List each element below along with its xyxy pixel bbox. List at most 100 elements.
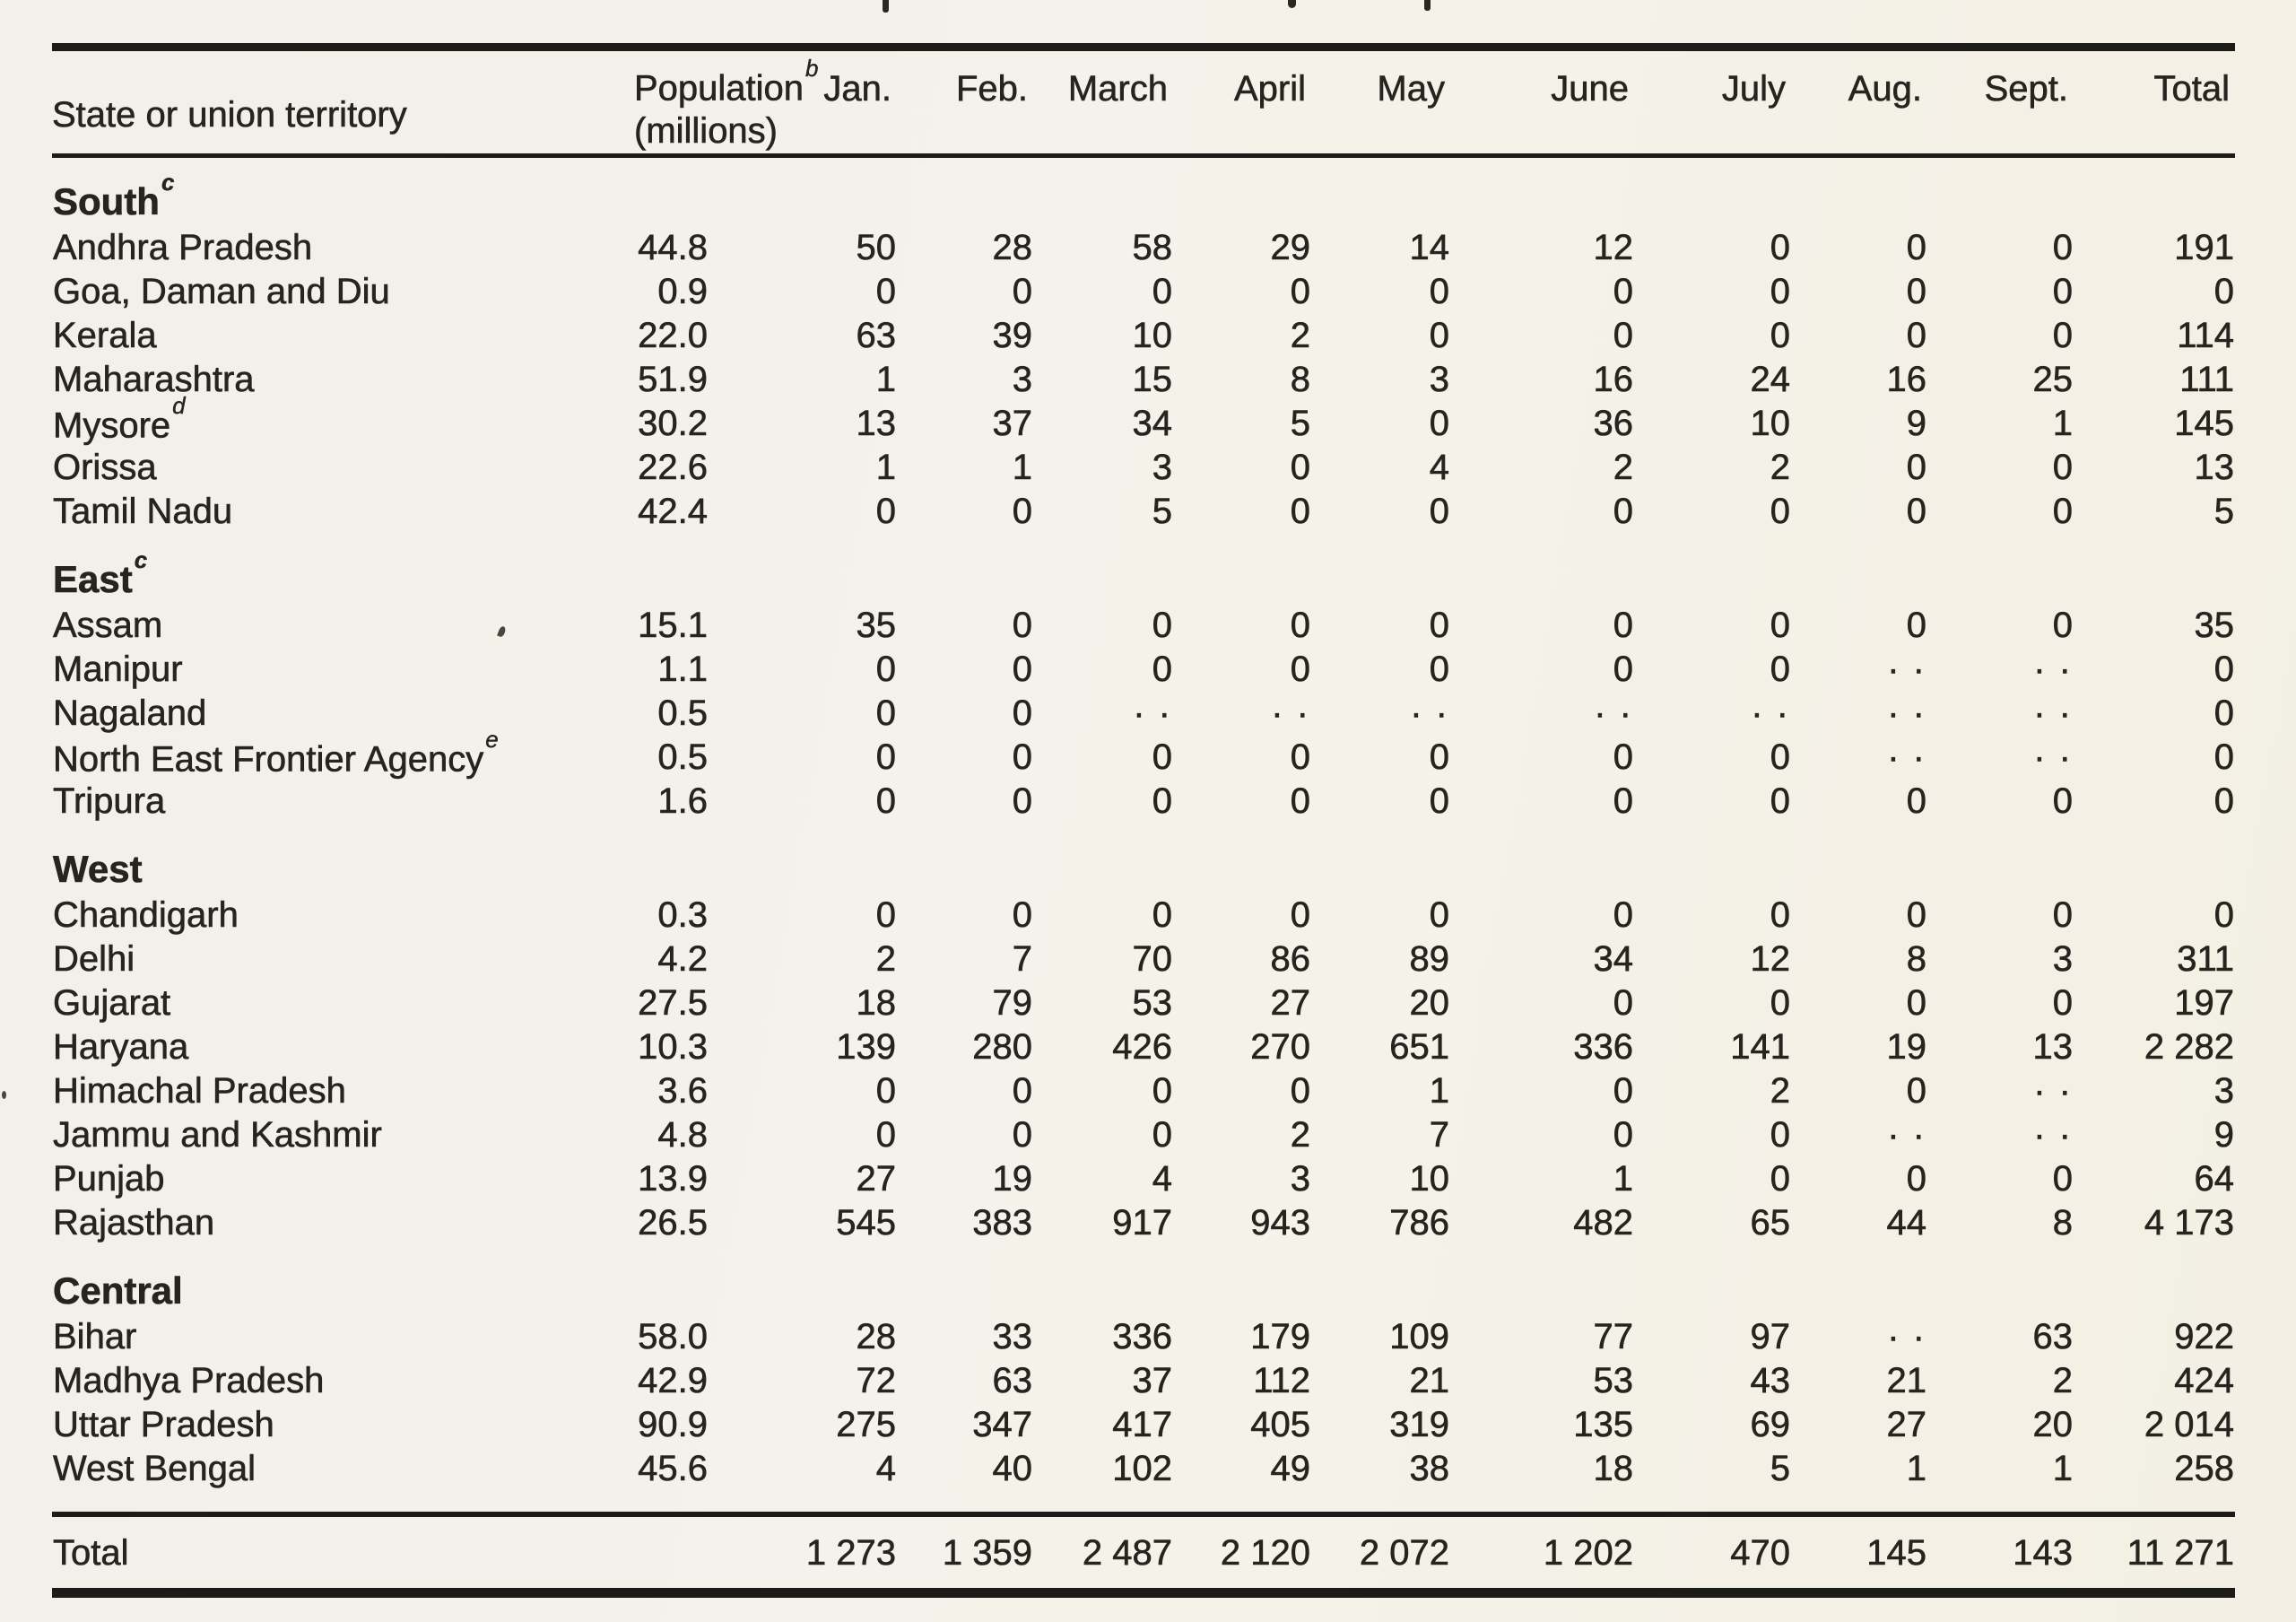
cell-value: 0 xyxy=(1012,895,1032,936)
table-row: Tripura 1.6 0 0 0 0 0 0 0 0 0 0 xyxy=(52,780,2235,824)
cell-value: 27 xyxy=(1886,1405,1926,1445)
state-name: Madhya Pradesh xyxy=(53,1361,325,1401)
cell-value: 0 xyxy=(1429,737,1449,778)
cell-value: 9 xyxy=(1906,404,1926,444)
cell-value: 19 xyxy=(1886,1027,1926,1068)
cell-value: 10 xyxy=(1132,316,1172,356)
cell-value: 139 xyxy=(836,1027,896,1068)
cell-value: 0 xyxy=(1906,983,1926,1024)
cell-value: 0 xyxy=(1770,228,1790,268)
cell-value: 0 xyxy=(1152,650,1172,690)
col-header-jan: Jan. xyxy=(709,47,897,159)
cell-value: 63 xyxy=(992,1361,1032,1401)
cell-value: · · xyxy=(1410,693,1449,734)
cell-value: 135 xyxy=(1573,1405,1633,1445)
cell-value: 0 xyxy=(1012,272,1032,312)
population-value: 42.4 xyxy=(638,492,708,532)
cell-value: 10 xyxy=(1750,404,1790,444)
cell-value: 12 xyxy=(1750,939,1790,980)
cell-value: 0 xyxy=(1152,737,1172,778)
cell-value: 89 xyxy=(1409,939,1449,980)
cell-value: 0 xyxy=(875,650,896,690)
col-header-state: State or union territory xyxy=(52,47,577,159)
cell-value: 114 xyxy=(2177,316,2234,356)
cell-value: 0 xyxy=(1770,983,1790,1024)
section-title-east: Eastc xyxy=(53,546,148,600)
scan-speck xyxy=(2,1091,6,1099)
cell-value: 0 xyxy=(1770,1159,1790,1199)
cell-value: 0 xyxy=(1290,737,1310,778)
cell-value: 0 xyxy=(1290,448,1310,488)
cell-value: 145 xyxy=(2174,404,2234,444)
cell-value: 0 xyxy=(1290,492,1310,532)
table-row: Punjab 13.9 27 19 4 3 10 1 0 0 0 64 xyxy=(52,1157,2235,1201)
table-row: Haryana 10.3 139 280 426 270 651 336 141 19 13 2 28… xyxy=(52,1025,2235,1069)
cell-value: 2 282 xyxy=(2144,1027,2235,1068)
cell-value: 405 xyxy=(1250,1405,1310,1445)
population-value: 13.9 xyxy=(638,1159,708,1199)
cell-value: 3 xyxy=(1152,448,1172,488)
cell-value: 0 xyxy=(2052,228,2073,268)
cell-value: 0 xyxy=(2052,272,2073,312)
cell-value: 347 xyxy=(972,1405,1032,1445)
table-row: North East Frontier Agencye 0.5 0 0 0 0 0 0 0 · ·… xyxy=(52,728,2235,780)
cell-value: 0 xyxy=(1613,895,1633,936)
cell-value: 1 xyxy=(2052,1449,2073,1489)
cell-value: 3 xyxy=(1012,360,1032,400)
population-value: 4.2 xyxy=(657,939,708,980)
table-row: Orissa 22.6 1 1 3 0 4 2 2 0 0 13 xyxy=(52,446,2235,490)
cell-value: 24 xyxy=(1750,360,1790,400)
cropped-title-fragment xyxy=(1424,0,1431,11)
cell-value: 0 xyxy=(1613,1115,1633,1155)
state-name: Chandigarh xyxy=(53,895,239,936)
cell-value: 336 xyxy=(1112,1317,1172,1357)
cell-value: 0 xyxy=(1429,316,1449,356)
total-total: 11 271 xyxy=(2074,1511,2235,1599)
cell-value: 0 xyxy=(875,895,896,936)
cell-value: 35 xyxy=(2194,606,2234,646)
cell-value: 191 xyxy=(2174,228,2234,268)
section-header-row: Central xyxy=(52,1245,2235,1315)
state-name: Haryana xyxy=(53,1027,189,1068)
total-may: 2 072 xyxy=(1311,1511,1450,1599)
cell-value: 0 xyxy=(1906,781,1926,822)
population-header-line1: Population xyxy=(634,68,804,109)
cell-value: · · xyxy=(2033,693,2073,734)
cell-value: 12 xyxy=(1593,228,1633,268)
cell-value: 0 xyxy=(1012,781,1032,822)
cell-value: 97 xyxy=(1750,1317,1790,1357)
cell-value: 0 xyxy=(1906,316,1926,356)
cell-value: 0 xyxy=(1906,1071,1926,1112)
cell-value: · · xyxy=(1271,693,1310,734)
population-value: 1.6 xyxy=(657,781,708,822)
cell-value: 0 xyxy=(1429,272,1449,312)
cell-value: 0 xyxy=(1429,606,1449,646)
table-footer: Total 1 273 1 359 2 487 2 120 2 072 1 20… xyxy=(52,1511,2235,1599)
total-march: 2 487 xyxy=(1033,1511,1173,1599)
cell-value: 14 xyxy=(1409,228,1449,268)
cell-value: 0 xyxy=(1613,1071,1633,1112)
cell-value: 0 xyxy=(1012,1071,1032,1112)
cell-value: 77 xyxy=(1593,1317,1633,1357)
cell-value: 197 xyxy=(2174,983,2234,1024)
population-value: 22.0 xyxy=(638,316,708,356)
cell-value: 8 xyxy=(2052,1203,2073,1243)
cell-value: 0 xyxy=(1290,1071,1310,1112)
footnote-marker-e: e xyxy=(485,725,499,753)
cell-value: 9 xyxy=(2213,1115,2234,1155)
cell-value: 112 xyxy=(1253,1361,1310,1401)
table-body: Southc Andhra Pradesh 44.8 50 28 58 29 14 12 0 0 0 1… xyxy=(52,156,2235,1514)
cell-value: 70 xyxy=(1132,939,1172,980)
cell-value: 15 xyxy=(1132,360,1172,400)
cell-value: 0 xyxy=(1429,781,1449,822)
cell-value: 44 xyxy=(1886,1203,1926,1243)
footnote-marker-b: b xyxy=(805,55,819,83)
population-value: 0.5 xyxy=(657,737,708,778)
cell-value: · · xyxy=(1887,737,1926,778)
cell-value: 426 xyxy=(1112,1027,1172,1068)
col-header-total: Total xyxy=(2074,47,2235,159)
cell-value: 0 xyxy=(1290,650,1310,690)
cell-value: 0 xyxy=(1613,492,1633,532)
cell-value: 27 xyxy=(856,1159,896,1199)
table-row: Jammu and Kashmir 4.8 0 0 0 2 7 0 0 · · · · 9 xyxy=(52,1113,2235,1157)
